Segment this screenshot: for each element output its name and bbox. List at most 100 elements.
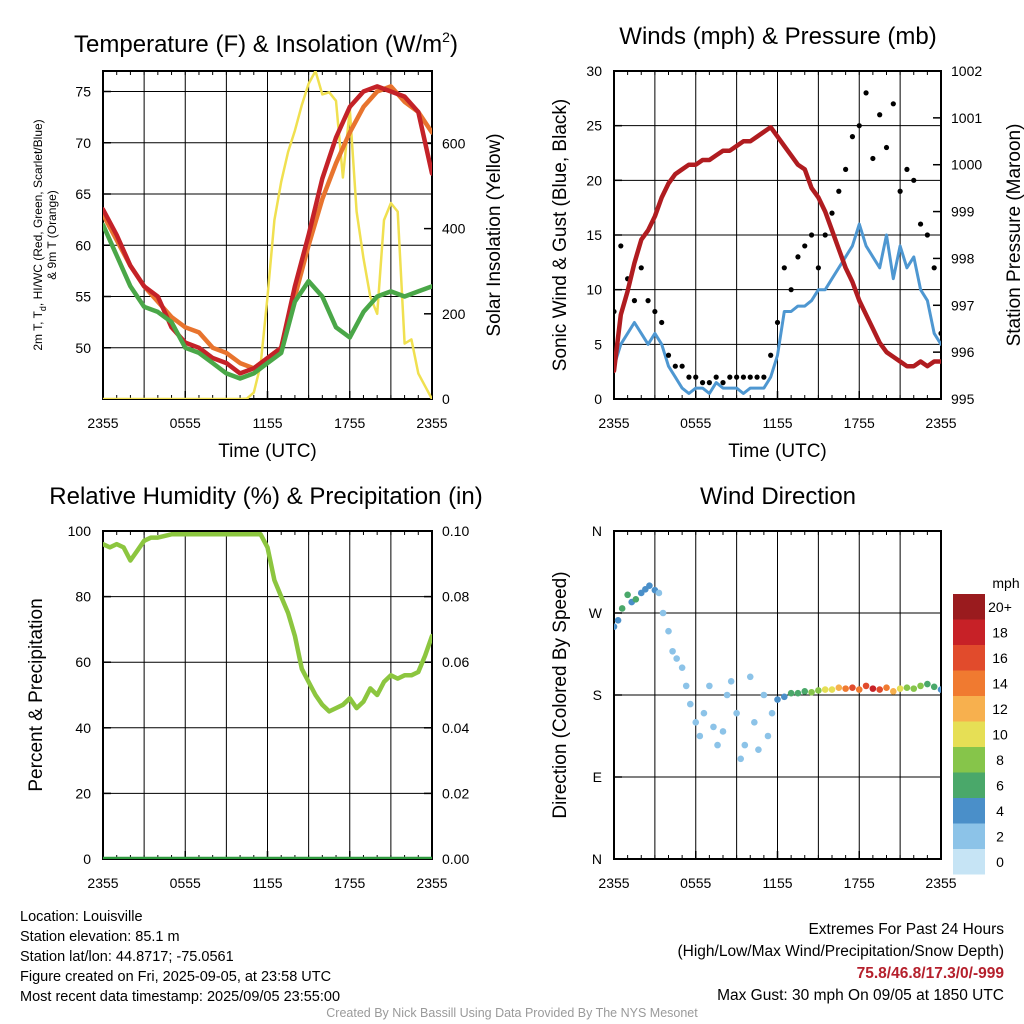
legend-swatch [953,619,985,645]
y-tick-label: 60 [75,654,91,670]
data-point [856,123,862,129]
y2-tick-label: 200 [442,306,466,322]
data-point [781,693,788,701]
data-point [692,719,700,726]
data-point [665,627,672,635]
series-line [103,532,432,714]
data-point [741,741,749,749]
y-tick-label: 0 [594,391,602,407]
data-point [700,709,708,717]
y-tick-label: N [592,851,602,867]
y-axis-label-part: , HI/WC (Red, Green, Scarlet/Blue) [31,119,45,306]
x-tick-label: 1755 [844,875,875,891]
x-tick-label: 0555 [680,875,711,891]
data-point [631,298,638,304]
legend-swatch [953,721,985,747]
x-tick-label: 2355 [925,415,956,431]
data-point [665,352,672,358]
data-point [938,330,941,336]
data-point [774,696,781,703]
data-point [614,623,618,630]
series-line [103,71,432,399]
data-point [896,685,904,692]
data-point [903,684,911,692]
chart-title: Relative Humidity (%) & Precipitation (i… [49,483,482,510]
y2-tick-label: 1000 [951,157,982,173]
y-tick-label: 75 [75,84,91,100]
data-point [723,691,731,699]
data-point [829,210,835,216]
plot-area [614,582,941,763]
data-point [843,166,849,172]
y-tick-label: N [592,523,602,539]
data-point [768,709,776,717]
x-tick-label: 2355 [416,415,447,431]
x-tick-label: 1755 [334,875,365,891]
legend-label: 2 [996,828,1004,844]
x-tick-label: 1155 [252,415,282,431]
y-axis-label: 2m T, Td, HI/WC (Red, Green, Scarlet/Blu… [31,119,48,350]
series-line [103,222,432,381]
plot-area [614,90,941,395]
chart-title: Temperature (F) & Insolation (W/m2) [74,29,458,58]
data-point [733,709,740,717]
data-point [727,678,735,685]
x-axis-label: Time (UTC) [728,441,827,462]
x-tick-label: 1755 [844,415,875,431]
data-point [693,374,699,380]
y2-tick-label: 997 [951,297,975,313]
y2-tick-label: 996 [951,344,975,360]
data-point [822,232,828,238]
y-tick-label: 5 [594,336,602,352]
data-point [870,155,876,162]
data-point [713,374,719,380]
data-point [855,686,863,693]
data-point [869,685,877,692]
legend-label: 14 [992,675,1008,691]
y-tick-label: 60 [75,237,91,253]
x-tick-label: 2355 [87,875,118,891]
data-point [618,605,626,612]
legend-swatch [953,696,985,722]
y2-tick-label: 995 [951,391,975,407]
data-point [836,188,842,194]
y2-tick-label: 600 [442,135,466,151]
data-point [682,682,690,690]
max-gust: Max Gust: 30 mph On 09/05 at 1850 UTC [717,987,1004,1004]
legend-label: 20+ [988,599,1012,615]
chart-panel-4: Wind Direction N E S W N 2355 0555 1155 1755 2355 D… [550,483,1020,891]
legend-label: 10 [992,726,1008,742]
plot-area [103,71,432,399]
data-point [911,177,917,183]
data-point [646,582,653,589]
data-point [764,732,772,740]
legend-swatch [953,823,985,849]
plot-area [103,532,432,859]
data-point [706,380,712,386]
x-tick-label: 0555 [170,875,201,891]
x-tick-label: 1155 [762,415,792,431]
legend-label: 16 [992,650,1008,666]
data-point [876,686,883,693]
data-point [815,687,822,694]
data-point [904,166,910,172]
data-point [774,319,781,326]
y-axis-label-sub: d [38,306,48,311]
data-point [883,684,890,692]
extremes-values: 75.8/46.8/17.3/0/-999 [856,965,1004,982]
y-tick-label: 50 [75,340,91,356]
data-point [710,723,717,731]
data-point [719,728,727,735]
data-point [815,265,821,271]
y2-tick-label: 0.02 [442,785,469,801]
data-point [883,144,890,151]
legend-label: 8 [996,752,1004,768]
chart-panel-2: Winds (mph) & Pressure (mb) 0 5 10 15 20 25 30 9… [550,23,1024,462]
chart-title: Wind Direction [700,483,856,510]
data-point [678,664,686,671]
series-line [614,222,941,395]
legend-swatch [953,849,985,875]
data-point [787,689,795,697]
x-tick-label: 1755 [334,415,365,431]
